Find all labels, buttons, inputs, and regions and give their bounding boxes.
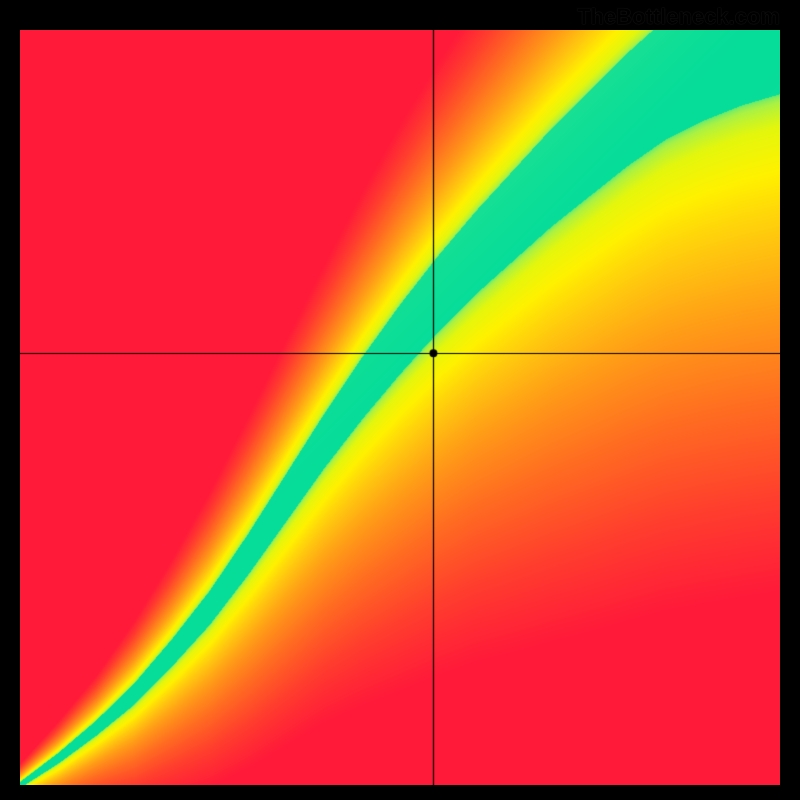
bottleneck-heatmap bbox=[20, 30, 780, 785]
watermark-label: TheBottleneck.com bbox=[577, 4, 780, 30]
chart-container: TheBottleneck.com bbox=[0, 0, 800, 800]
